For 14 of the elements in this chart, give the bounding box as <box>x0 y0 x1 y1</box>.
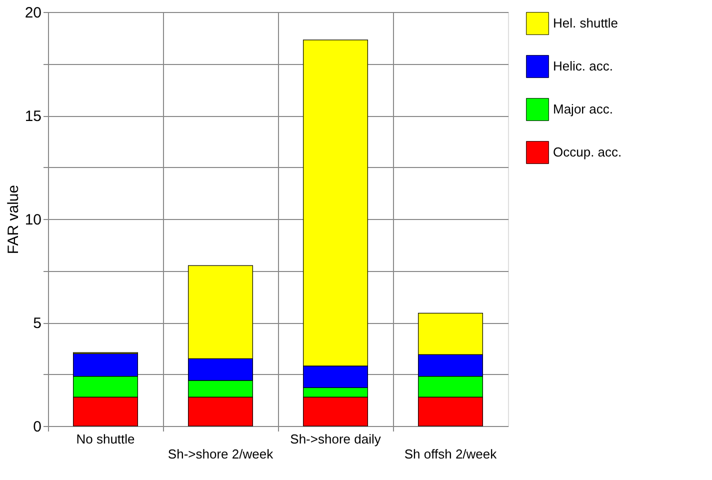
x-tick-label: Sh offsh 2/week <box>404 446 498 462</box>
legend-label: Major acc. <box>553 102 613 116</box>
legend-label: Hel. shuttle <box>553 16 618 30</box>
y-axis-title: FAR value <box>4 184 22 254</box>
legend-label: Helic. acc. <box>553 58 613 74</box>
x-tick-label: No shuttle <box>76 432 135 446</box>
y-tick-label: 10 <box>24 212 42 228</box>
x-tick-label: Sh->shore daily <box>290 432 382 446</box>
x-tick-label: Sh->shore 2/week <box>168 446 274 462</box>
y-tick-label: 20 <box>24 4 42 22</box>
y-tick-label: 15 <box>24 108 42 125</box>
y-tick-label: 0 <box>33 418 42 436</box>
y-tick-label: 5 <box>33 315 42 332</box>
legend-label: Occup. acc. <box>553 144 622 160</box>
